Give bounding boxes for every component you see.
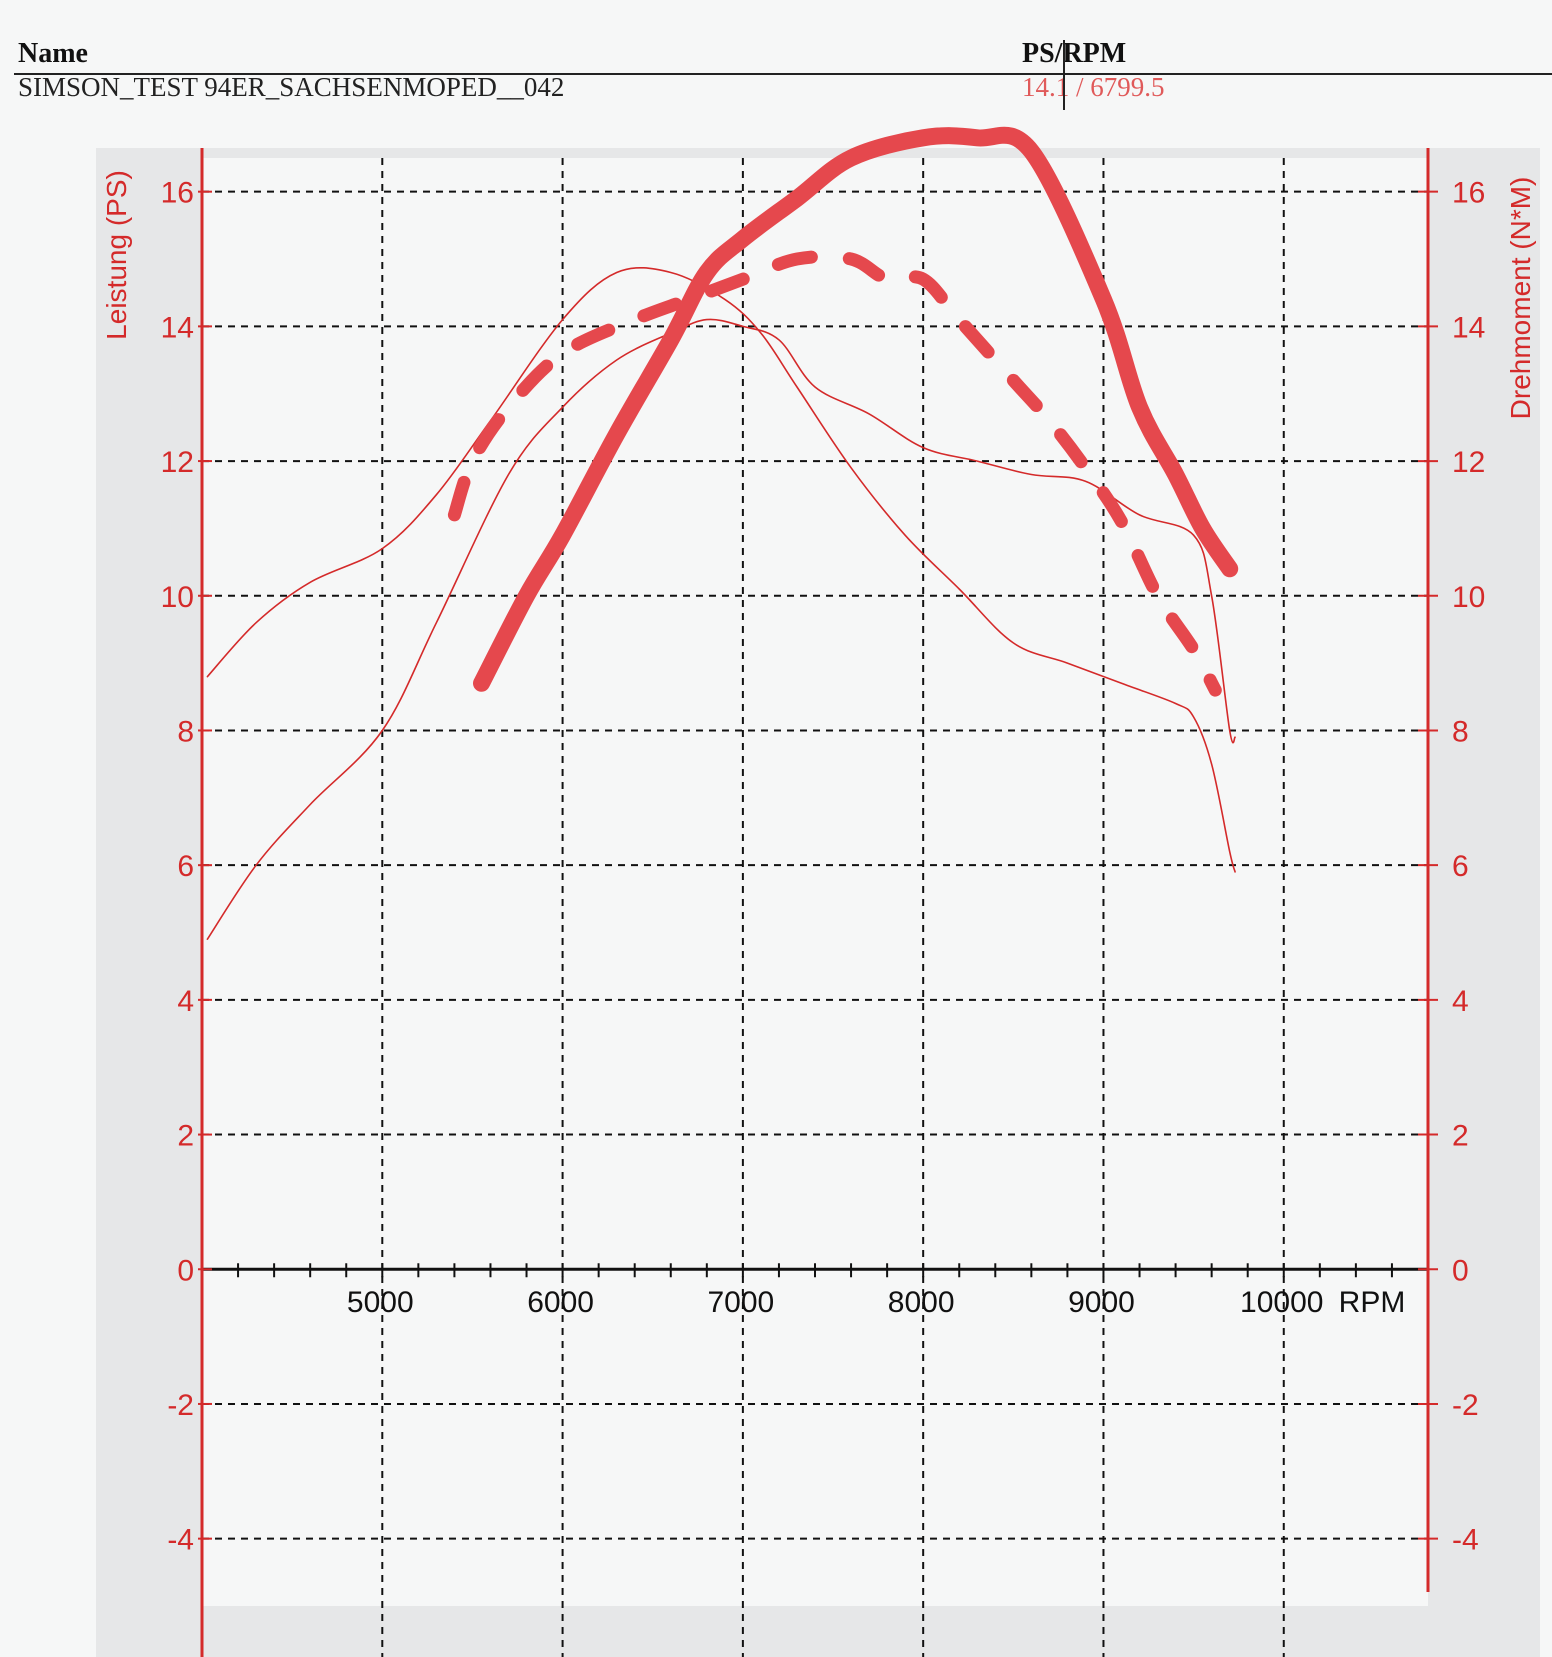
psrpm-label: PS/RPM <box>1022 38 1127 69</box>
series-line-1 <box>206 318 1236 940</box>
y-tick-right: 14 <box>1452 311 1485 344</box>
y-tick-left: 10 <box>161 581 194 614</box>
series-line-2 <box>206 267 1236 873</box>
y-tick-left: 14 <box>161 311 194 344</box>
y-tick-right: 6 <box>1452 850 1469 883</box>
plot-area <box>202 158 1428 1606</box>
y-tick-left: 2 <box>177 1120 194 1153</box>
y-tick-right: 12 <box>1452 446 1485 479</box>
x-tick: 7000 <box>708 1286 775 1319</box>
name-value: SIMSON_TEST 94ER_SACHSENMOPED__042 <box>18 72 565 102</box>
x-axis-title: RPM <box>1339 1286 1406 1319</box>
y-tick-left: -4 <box>167 1524 194 1557</box>
y-tick-right: -4 <box>1452 1524 1479 1557</box>
y-tick-left: 6 <box>177 850 194 883</box>
y-tick-right: 4 <box>1452 985 1469 1018</box>
axes: 16 14 12 10 8 6 4 2 0 -2 -4 16 14 12 10 8 6 4 2 0 -2 -4 5000 60… <box>161 148 1485 1657</box>
series-line-4 <box>447 250 1222 697</box>
y-tick-right: 0 <box>1452 1254 1469 1287</box>
y-tick-right: 2 <box>1452 1120 1469 1153</box>
x-tick: 8000 <box>888 1286 955 1319</box>
y-tick-right: 16 <box>1452 177 1485 210</box>
y-tick-left: 8 <box>177 715 194 748</box>
name-label: Name <box>18 38 88 69</box>
y-tick-left: 12 <box>161 446 194 479</box>
x-tick: 6000 <box>527 1286 594 1319</box>
x-tick: 10000 <box>1240 1286 1323 1319</box>
y-tick-left: 16 <box>161 177 194 210</box>
y-tick-left: 0 <box>177 1254 194 1287</box>
series-line-3 <box>473 126 1239 692</box>
y-tick-left: 4 <box>177 985 194 1018</box>
y-tick-right: 8 <box>1452 715 1469 748</box>
x-tick: 9000 <box>1068 1286 1135 1319</box>
psrpm-value: 14.1 / 6799.5 <box>1022 72 1165 102</box>
series <box>206 126 1239 940</box>
y-tick-right: 10 <box>1452 581 1485 614</box>
y-axis-left-title: Leistung (PS) <box>101 170 132 340</box>
x-tick: 5000 <box>347 1286 414 1319</box>
y-tick-left: -2 <box>167 1389 194 1422</box>
y-tick-right: -2 <box>1452 1389 1479 1422</box>
y-axis-right-title: Drehmoment (N*M) <box>1505 177 1536 420</box>
